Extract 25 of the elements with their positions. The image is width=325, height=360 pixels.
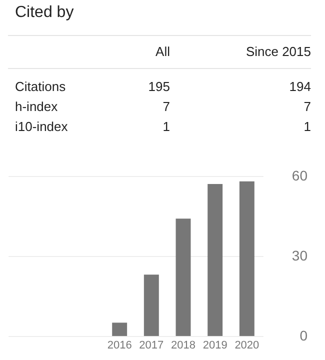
x-tick-label: 2017 — [139, 340, 164, 352]
x-tick-label: 2016 — [107, 340, 132, 352]
y-tick-label: 0 — [300, 328, 308, 344]
text: Since 2015 — [246, 44, 311, 59]
bar — [176, 218, 191, 336]
text: Cited by — [15, 4, 74, 22]
text: 7 — [304, 99, 311, 114]
y-tick-label: 60 — [292, 168, 308, 184]
text: 1 — [162, 119, 170, 134]
x-tick-label: 2020 — [234, 340, 260, 352]
bar — [144, 274, 159, 336]
x-tick-label: 2019 — [202, 340, 228, 352]
bar — [208, 184, 223, 336]
bar — [112, 322, 128, 336]
bar — [239, 181, 254, 336]
y-tick-label: 30 — [292, 248, 308, 264]
text: 1 — [304, 119, 311, 134]
x-tick-label: 2018 — [171, 340, 196, 352]
text: 7 — [162, 99, 170, 114]
text: Citations — [15, 79, 66, 94]
text: 195 — [148, 79, 170, 94]
text: h-index — [15, 99, 58, 114]
text: i10-index — [15, 119, 68, 134]
text: 194 — [289, 79, 311, 94]
text: All — [156, 44, 170, 59]
